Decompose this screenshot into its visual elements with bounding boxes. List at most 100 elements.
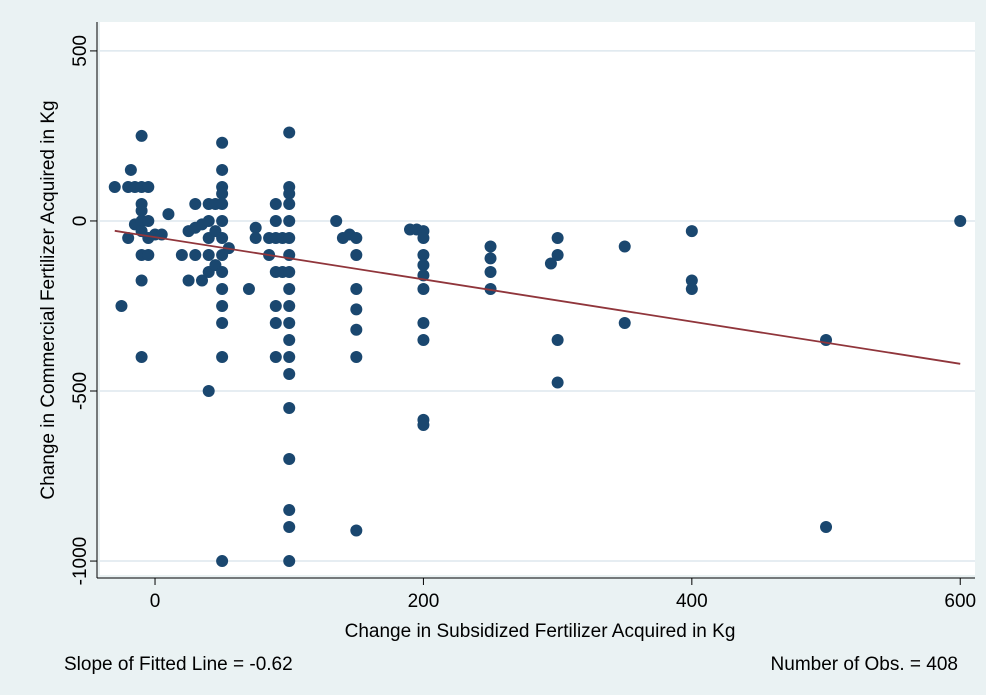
point: [242, 282, 255, 295]
point: [269, 299, 282, 312]
point: [249, 231, 262, 244]
point: [484, 252, 497, 265]
y-tick-label: 500: [70, 35, 91, 67]
point: [122, 231, 135, 244]
point: [269, 214, 282, 227]
point: [484, 240, 497, 253]
point: [283, 299, 296, 312]
point: [283, 316, 296, 329]
point: [350, 303, 363, 316]
point: [175, 248, 188, 261]
point: [135, 204, 148, 217]
point: [135, 129, 148, 142]
point: [108, 180, 121, 193]
point: [283, 453, 296, 466]
point: [551, 231, 564, 244]
plot-area: [100, 22, 975, 575]
point: [350, 282, 363, 295]
point: [269, 316, 282, 329]
point: [618, 316, 631, 329]
point: [142, 248, 155, 261]
point: [283, 504, 296, 517]
point: [283, 350, 296, 363]
point: [484, 282, 497, 295]
point: [283, 231, 296, 244]
point: [350, 231, 363, 244]
point: [820, 521, 833, 534]
point: [216, 316, 229, 329]
point: [283, 197, 296, 210]
point: [216, 265, 229, 278]
point: [417, 248, 430, 261]
point: [142, 214, 155, 227]
point: [618, 240, 631, 253]
point: [417, 231, 430, 244]
point: [202, 214, 215, 227]
point: [283, 402, 296, 415]
point: [195, 274, 208, 287]
point: [685, 274, 698, 287]
point: [216, 136, 229, 149]
x-axis-title: Change in Subsidized Fertilizer Acquired…: [345, 621, 736, 642]
point: [216, 350, 229, 363]
point: [283, 333, 296, 346]
point: [484, 265, 497, 278]
point: [350, 350, 363, 363]
x-tick-label: 600: [944, 591, 976, 612]
point: [544, 257, 557, 270]
point: [685, 282, 698, 295]
point: [216, 197, 229, 210]
point: [330, 214, 343, 227]
point: [216, 231, 229, 244]
point: [249, 221, 262, 234]
point: [202, 248, 215, 261]
x-tick-label: 200: [408, 591, 440, 612]
point: [350, 323, 363, 336]
point: [283, 187, 296, 200]
point: [551, 333, 564, 346]
point: [551, 248, 564, 261]
point: [417, 282, 430, 295]
point: [685, 225, 698, 238]
point: [954, 214, 967, 227]
point: [162, 208, 175, 221]
point: [142, 180, 155, 193]
point: [124, 163, 137, 176]
note: Slope of Fitted Line = -0.62: [64, 654, 293, 675]
point: [283, 282, 296, 295]
point: [417, 419, 430, 432]
y-tick-label: -1000: [70, 537, 91, 586]
fit-line: [114, 229, 961, 365]
point: [551, 376, 564, 389]
point: [216, 299, 229, 312]
point: [283, 521, 296, 534]
point: [350, 524, 363, 537]
point: [283, 214, 296, 227]
point: [216, 282, 229, 295]
point: [283, 368, 296, 381]
point: [216, 555, 229, 568]
y-tick-label: 0: [70, 216, 91, 227]
point: [350, 248, 363, 261]
point: [283, 265, 296, 278]
point: [135, 350, 148, 363]
point: [417, 333, 430, 346]
point: [283, 126, 296, 139]
point: [283, 555, 296, 568]
x-tick-label: 400: [676, 591, 708, 612]
y-tick-label: -500: [70, 372, 91, 410]
point: [135, 274, 148, 287]
point: [417, 259, 430, 272]
point: [417, 316, 430, 329]
point: [216, 187, 229, 200]
x-tick-label: 0: [150, 591, 161, 612]
point: [216, 163, 229, 176]
note: Number of Obs. = 408: [771, 654, 958, 675]
point: [182, 274, 195, 287]
point: [269, 197, 282, 210]
point: [115, 299, 128, 312]
point: [189, 248, 202, 261]
point: [189, 197, 202, 210]
point: [269, 350, 282, 363]
